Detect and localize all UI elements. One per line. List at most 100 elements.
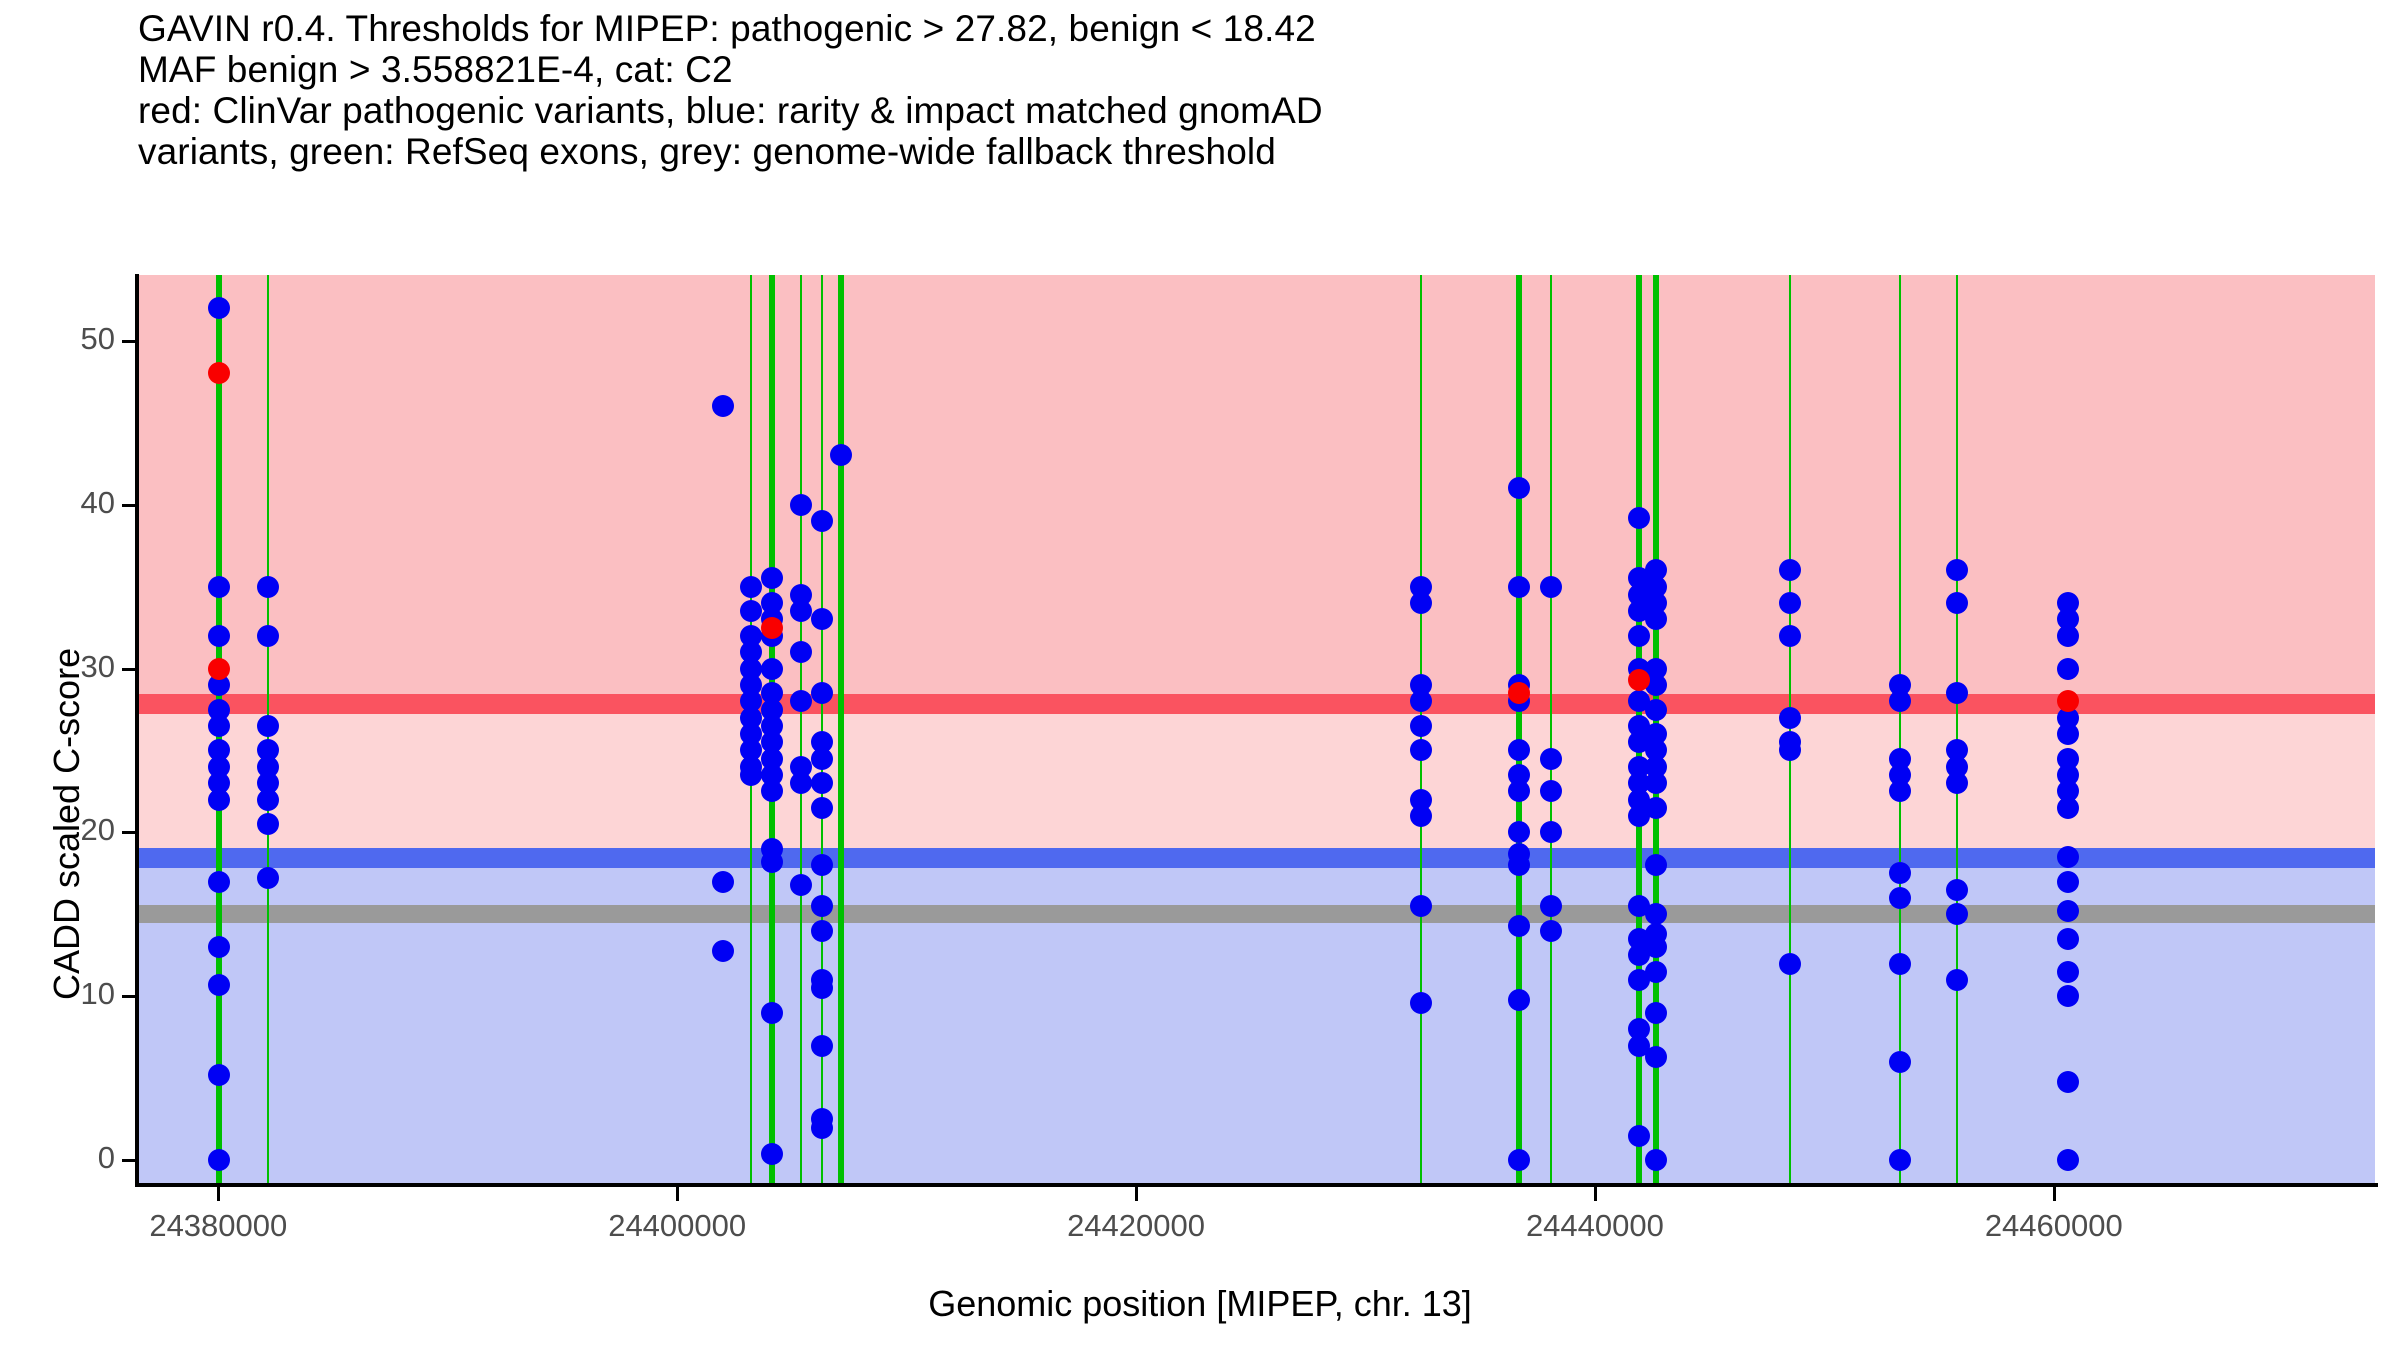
exon-line [800, 275, 803, 1185]
gnomad-variant-point [790, 493, 813, 516]
gnomad-variant-point [207, 739, 230, 762]
exon-line [1956, 275, 1959, 1185]
gnomad-variant-point [257, 624, 280, 647]
x-tick-mark [1135, 1187, 1139, 1201]
x-axis-label: Genomic position [MIPEP, chr. 13] [928, 1283, 1472, 1324]
gnomad-variant-point [1889, 690, 1912, 713]
gnomad-variant-point [1644, 772, 1667, 795]
gnomad-variant-point [1627, 506, 1650, 529]
gnomad-variant-point [1540, 747, 1563, 770]
gnomad-variant-point [712, 870, 735, 893]
gnomad-variant-point [761, 1001, 784, 1024]
x-tick-mark [1593, 1187, 1597, 1201]
gnomad-variant-point [1644, 936, 1667, 959]
gnomad-variant-point [810, 747, 833, 770]
gnomad-variant-point [810, 1034, 833, 1057]
gnomad-variant-point [1889, 780, 1912, 803]
gnomad-variant-point [761, 567, 784, 590]
gnomad-variant-point [1409, 895, 1432, 918]
gnomad-variant-point [2056, 1070, 2079, 1093]
gnomad-variant-point [207, 870, 230, 893]
gnomad-variant-point [790, 641, 813, 664]
y-tick-mark [122, 339, 135, 343]
exon-line [1550, 275, 1553, 1185]
gnomad-variant-point [1508, 575, 1531, 598]
gnomad-variant-point [207, 936, 230, 959]
gnomad-variant-point [1627, 731, 1650, 754]
gnomad-variant-point [1644, 739, 1667, 762]
gnomad-variant-point [810, 731, 833, 754]
gnomad-variant-point [2056, 846, 2079, 869]
fallback-threshold-line [138, 905, 2375, 924]
gnomad-variant-point [257, 788, 280, 811]
gnomad-variant-point [1627, 600, 1650, 623]
gnomad-variant-point [1889, 862, 1912, 885]
gnomad-variant-point [257, 867, 280, 890]
gnomad-variant-point [810, 977, 833, 1000]
gnomad-variant-point [1644, 575, 1667, 598]
gnomad-variant-point [810, 772, 833, 795]
gnomad-variant-point [1409, 805, 1432, 828]
gnomad-variant-point [1778, 591, 1801, 614]
y-axis-label: CADD scaled C-score [46, 647, 87, 1000]
gnomad-variant-point [257, 772, 280, 795]
gnomad-variant-point [207, 714, 230, 737]
gnomad-variant-point [1540, 919, 1563, 942]
gnomad-variant-point [1644, 698, 1667, 721]
gnomad-variant-point [1889, 887, 1912, 910]
gnomad-variant-point [1508, 477, 1531, 500]
gnomad-variant-point [1778, 952, 1801, 975]
gnomad-variant-point [1627, 1034, 1650, 1057]
gnomad-variant-point [1644, 1046, 1667, 1069]
gnomad-variant-point [1644, 1149, 1667, 1172]
gnomad-variant-point [761, 780, 784, 803]
gnomad-variant-point [207, 296, 230, 319]
x-tick-mark [2052, 1187, 2056, 1201]
gnomad-variant-point [1627, 944, 1650, 967]
exon-line [820, 275, 823, 1185]
gnomad-variant-point [1409, 739, 1432, 762]
title-line-4: variants, green: RefSeq exons, grey: gen… [138, 131, 1276, 172]
x-tick-label: 24440000 [1525, 1208, 1664, 1243]
gnomad-variant-point [739, 657, 762, 680]
clinvar-variant-point [1627, 668, 1650, 691]
gnomad-variant-point [207, 698, 230, 721]
pathogenic-region-band [138, 275, 2375, 705]
plot-panel [138, 275, 2375, 1185]
gnomad-variant-point [761, 682, 784, 705]
gnomad-variant-point [790, 690, 813, 713]
gnomad-variant-point [1644, 854, 1667, 877]
x-tick-label: 24400000 [608, 1208, 747, 1243]
exon-line [1516, 275, 1523, 1185]
plot-title-block: GAVIN r0.4. Thresholds for MIPEP: pathog… [138, 8, 2338, 172]
gnomad-variant-point [257, 714, 280, 737]
gnomad-variant-point [1540, 780, 1563, 803]
x-tick-mark [676, 1187, 680, 1201]
y-tick-mark [122, 995, 135, 999]
gnomad-variant-point [810, 509, 833, 532]
x-axis-line [135, 1183, 2378, 1187]
gnomad-variant-point [1644, 903, 1667, 926]
gnomad-variant-point [1778, 706, 1801, 729]
gnomad-variant-point [2056, 900, 2079, 923]
gnomad-variant-point [739, 764, 762, 787]
gnomad-variant-point [1627, 624, 1650, 647]
y-tick-mark [122, 503, 135, 507]
y-tick-label: 50 [80, 320, 115, 356]
gnomad-variant-point [739, 575, 762, 598]
exon-line [838, 275, 845, 1185]
gnomad-variant-point [1508, 739, 1531, 762]
gnomad-variant-point [1540, 821, 1563, 844]
gnomad-variant-point [810, 854, 833, 877]
y-tick-mark [122, 831, 135, 835]
gnomad-variant-point [1627, 895, 1650, 918]
gnomad-variant-point [2056, 985, 2079, 1008]
x-tick-label: 24420000 [1067, 1208, 1205, 1243]
gnomad-variant-point [1409, 690, 1432, 713]
gnomad-variant-point [1508, 854, 1531, 877]
gnomad-variant-point [1409, 714, 1432, 737]
clinvar-variant-point [207, 657, 230, 680]
y-tick-label: 0 [97, 1140, 115, 1176]
gnomad-variant-point [1946, 772, 1969, 795]
gnomad-variant-point [1409, 575, 1432, 598]
